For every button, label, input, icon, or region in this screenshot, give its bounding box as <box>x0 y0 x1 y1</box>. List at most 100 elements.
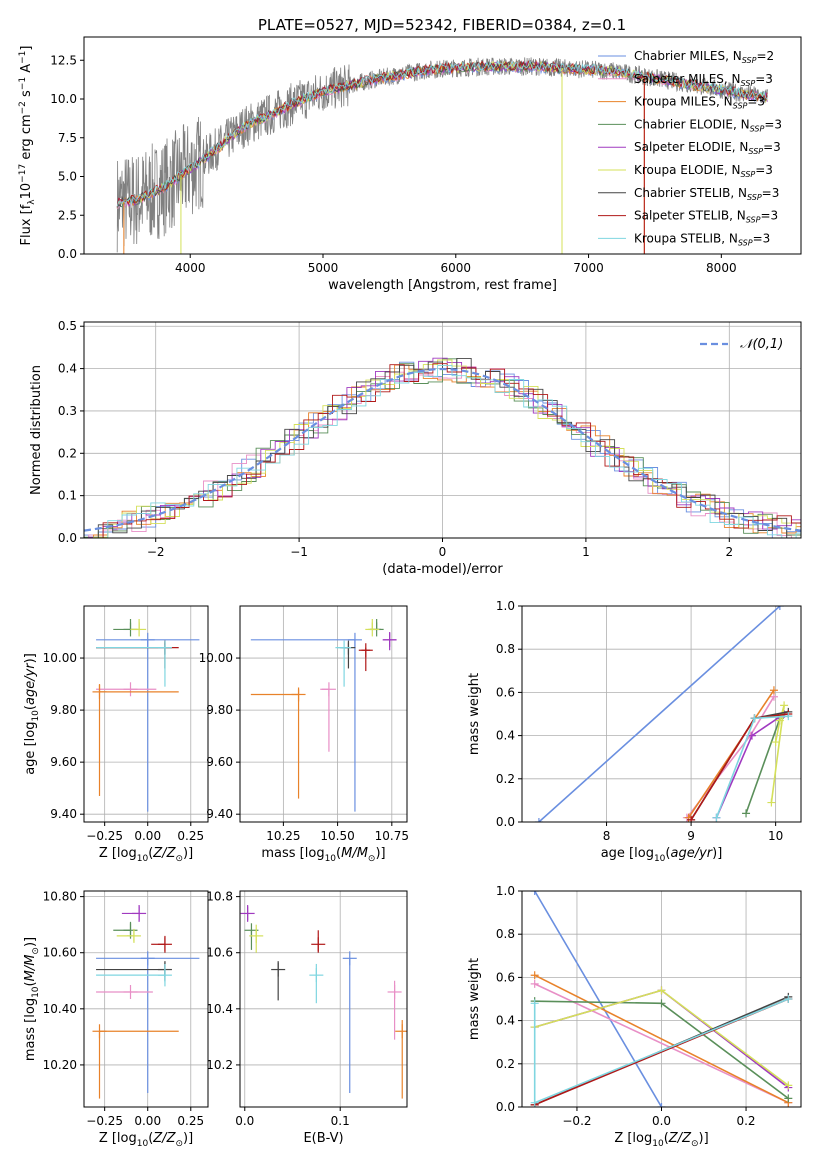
weight-marker <box>747 731 756 740</box>
legend-entry: Chabrier STELIB, NSSP=3 <box>634 186 779 202</box>
weight-marker <box>784 712 793 721</box>
y-tick-label: 10.0 <box>50 92 77 106</box>
weight-marker <box>784 995 793 1003</box>
x-tick-label: 0.0 <box>235 1114 254 1128</box>
weight-marker <box>530 971 539 980</box>
error-point <box>96 984 153 999</box>
x-tick-label: 5000 <box>308 261 339 275</box>
y-tick-label: 9.40 <box>206 807 233 821</box>
y-tick-label: 0.8 <box>496 927 515 941</box>
error-point <box>96 640 172 669</box>
legend-entry: Chabrier MILES, NSSP=2 <box>634 49 774 65</box>
y-tick-label: 2.5 <box>58 208 77 222</box>
axes-frame <box>83 605 209 823</box>
weight-marker <box>769 686 778 695</box>
x-axis-label: Z [log10(Z/Z⊙)] <box>614 1131 708 1149</box>
x-tick-label: 10.50 <box>320 829 354 843</box>
error-point <box>250 632 362 812</box>
x-axis-label: E(B-V) <box>303 1131 343 1146</box>
error-point <box>92 684 179 796</box>
x-tick-label: −0.25 <box>86 1114 123 1128</box>
legend-entry: Salpeter STELIB, NSSP=3 <box>634 209 778 225</box>
y-tick-label: 10.00 <box>43 651 77 665</box>
x-axis-label: age [log10(age/yr)] <box>601 846 723 864</box>
spectrum-legend: Chabrier MILES, NSSP=2 Salpeter MILES, NS… <box>598 49 782 247</box>
y-tick-label: 9.60 <box>50 755 77 769</box>
plot-area <box>116 57 769 254</box>
weight-marker <box>657 986 666 995</box>
x-tick-label: 4000 <box>175 261 206 275</box>
axes-frame <box>83 890 209 1108</box>
error-point <box>116 928 141 943</box>
weight-marker <box>784 1094 793 1103</box>
x-tick-label: 10.25 <box>266 829 300 843</box>
y-tick-label: 0.8 <box>496 642 515 656</box>
axes-spectrum: 4000 5000 6000 7000 8000 0.0 2.5 5.0 7.5 10.0 12.5… <box>18 36 802 293</box>
x-tick-label: −0.25 <box>86 829 123 843</box>
residual-histogram-kroupa-stelib <box>84 365 801 538</box>
legend-entry: Kroupa MILES, NSSP=3 <box>634 95 765 111</box>
weight-marker <box>767 798 776 807</box>
y-tick-label: 0.0 <box>496 1100 515 1114</box>
error-point <box>342 951 357 1093</box>
y-tick-label: 9.80 <box>206 703 233 717</box>
weight-marker <box>530 999 539 1008</box>
residual-histogram-kroupa-miles <box>84 364 801 538</box>
y-tick-label: 0.0 <box>496 815 515 829</box>
error-point <box>121 905 147 922</box>
y-tick-label: 0.4 <box>496 729 515 743</box>
x-tick-label: −2 <box>147 545 165 559</box>
weight-marker <box>771 738 780 747</box>
legend-entry: 𝒩(0,1) <box>740 337 783 352</box>
residual-histogram-salpeter-miles <box>84 366 801 538</box>
legend-entry: Kroupa ELODIE, NSSP=3 <box>634 163 773 179</box>
x-tick-label: 0.00 <box>134 1114 161 1128</box>
x-tick-label: 2 <box>725 545 733 559</box>
x-tick-label: 0.25 <box>177 829 204 843</box>
residual-histogram-salpeter-elodie <box>84 357 801 538</box>
residual-histogram-salpeter-stelib <box>84 363 801 538</box>
error-point <box>382 632 397 651</box>
x-tick-label: 7000 <box>573 261 604 275</box>
legend-entry: Salpeter MILES, NSSP=3 <box>634 72 773 88</box>
axes-mass-vs-EBV: 0.0 0.1 10.2 10.4 10.6 10.8 E(B-V) <box>206 890 408 1146</box>
y-tick-label: 9.60 <box>206 755 233 769</box>
weight-marker <box>530 979 539 988</box>
plot-area <box>240 905 407 1099</box>
y-tick-label: 10.8 <box>206 890 233 904</box>
y-tick-label: 0.6 <box>496 685 515 699</box>
error-point <box>311 930 326 953</box>
weight-marker <box>530 1098 539 1107</box>
y-tick-label: 0.2 <box>496 772 515 786</box>
x-axis-label: (data-model)/error <box>382 562 503 577</box>
y-tick-label: 1.0 <box>496 599 515 613</box>
residual-histogram-kroupa-elodie <box>84 359 801 538</box>
x-tick-label: 0.25 <box>177 1114 204 1128</box>
y-tick-label: 10.6 <box>206 946 233 960</box>
weight-marker <box>780 701 789 710</box>
error-point <box>92 1024 179 1099</box>
axes-frame <box>521 605 802 823</box>
legend-entry: Chabrier ELODIE, NSSP=3 <box>634 117 782 133</box>
x-tick-label: 0 <box>439 545 447 559</box>
weight-line-salpeter-miles <box>534 983 789 1104</box>
error-point <box>240 905 255 922</box>
error-point <box>151 935 172 953</box>
error-point <box>96 961 172 981</box>
axes-age-vs-Z: −0.25 0.00 0.25 9.40 9.60 9.80 10.00 Z [log10(Z… <box>23 605 209 864</box>
x-tick-label: 8000 <box>706 261 737 275</box>
y-tick-label: 0.1 <box>58 489 77 503</box>
weight-marker <box>687 815 696 822</box>
weight-marker <box>784 1081 793 1090</box>
x-axis-label: wavelength [Angstrom, rest frame] <box>328 278 557 293</box>
figure-title: PLATE=0527, MJD=52342, FIBERID=0384, z=0… <box>258 16 626 34</box>
weight-marker <box>657 1103 666 1107</box>
legend-entry: Salpeter ELODIE, NSSP=3 <box>634 140 781 156</box>
weight-marker <box>657 999 666 1008</box>
error-point <box>250 687 306 799</box>
y-tick-label: 0.5 <box>58 319 77 333</box>
axes-frame <box>239 605 408 823</box>
weight-line-chabrier-miles <box>534 891 663 1107</box>
y-tick-label: 9.40 <box>50 807 77 821</box>
x-tick-label: 9 <box>687 829 695 843</box>
